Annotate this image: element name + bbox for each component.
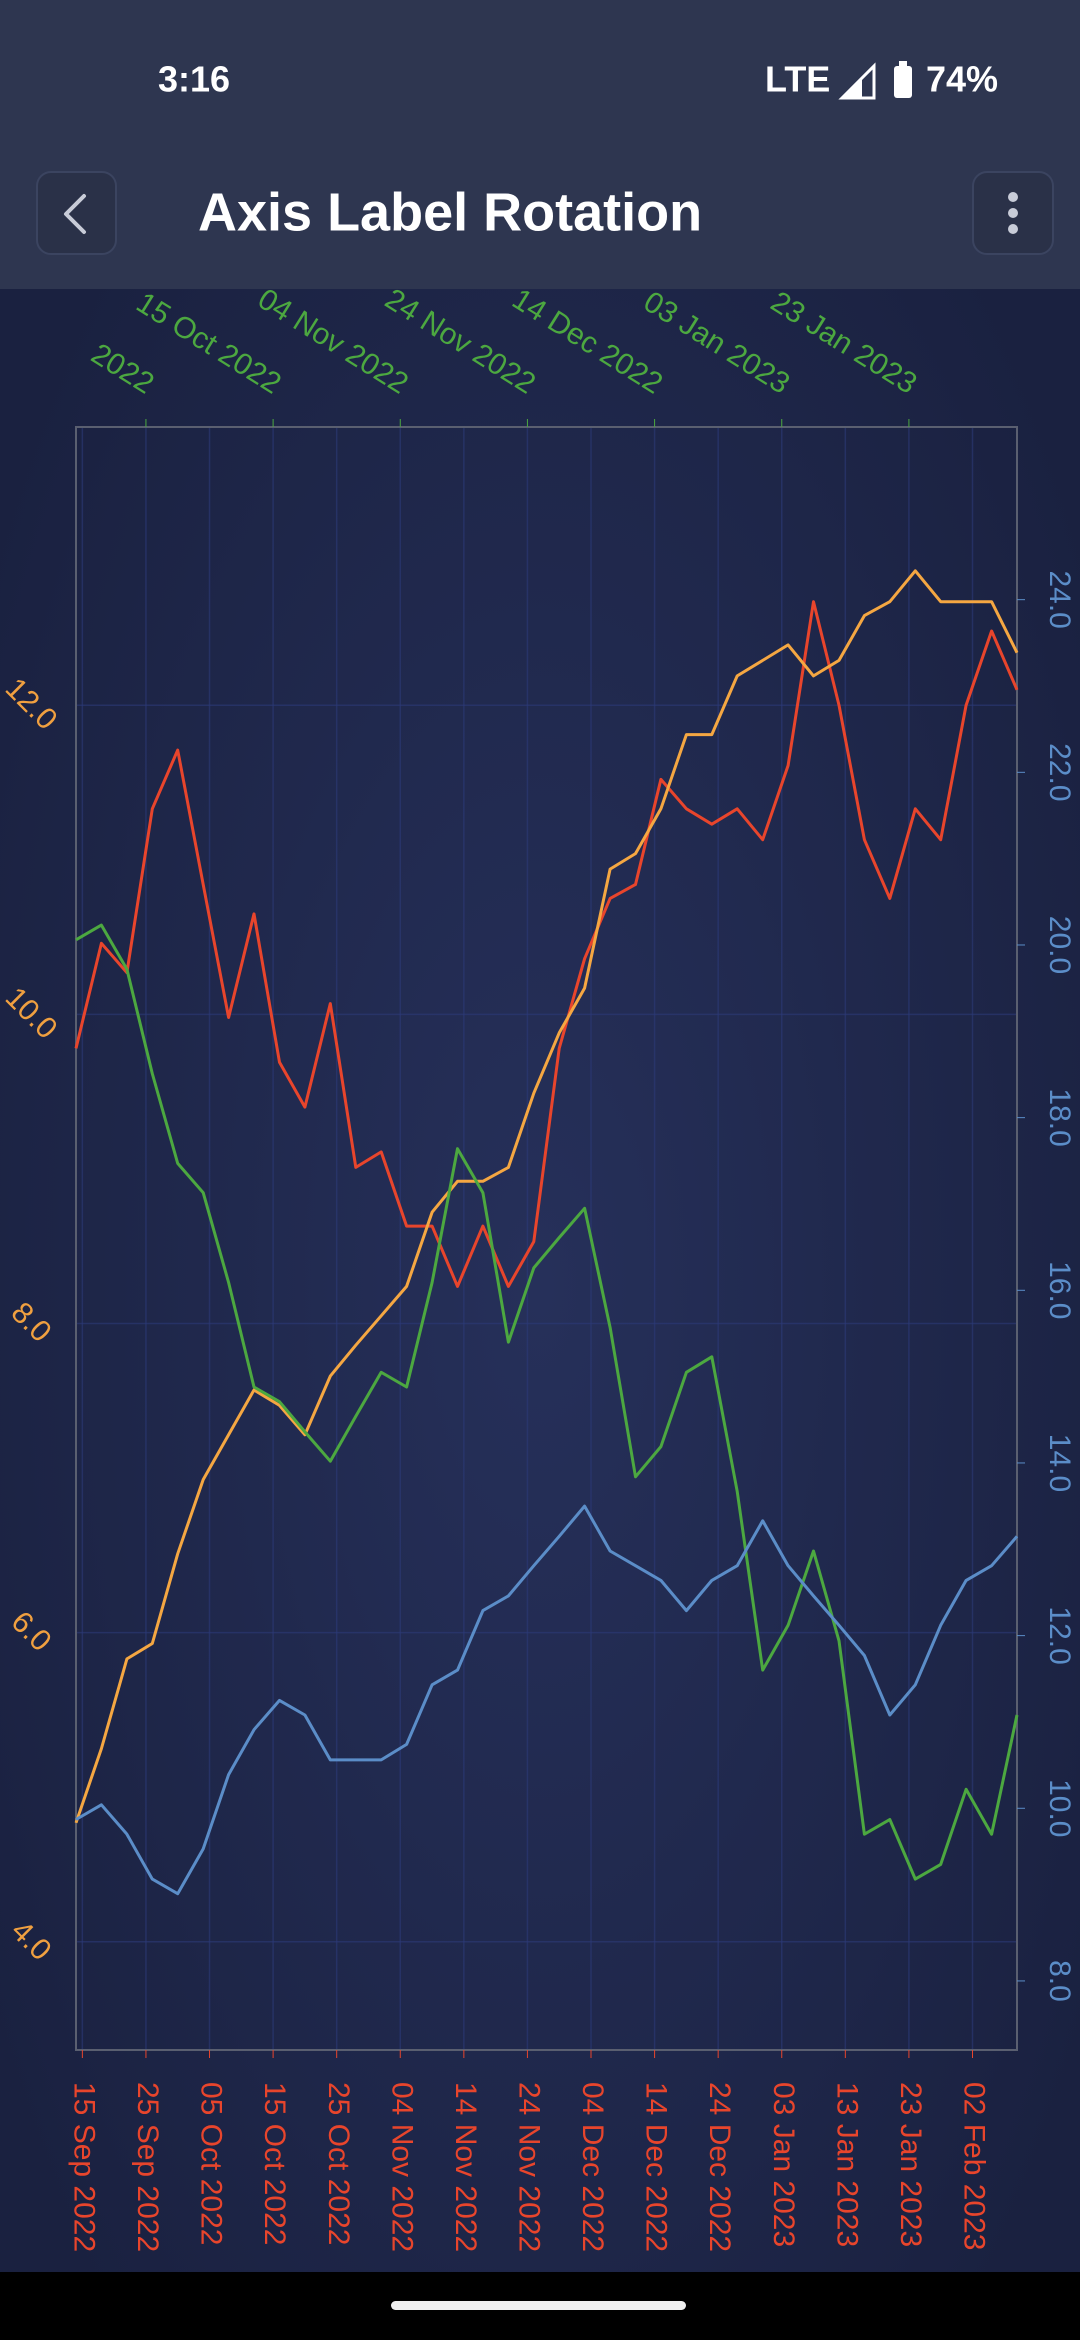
x-tick-label: 04 Dec 2022	[576, 2082, 609, 2252]
y2-tick-label: 10.0	[1043, 1779, 1076, 1837]
menu-dot	[1008, 192, 1018, 202]
y2-tick-label: 16.0	[1043, 1261, 1076, 1319]
battery-cap	[899, 61, 907, 67]
y2-tick-label: 20.0	[1043, 916, 1076, 974]
screen-title: Axis Label Rotation	[198, 182, 702, 242]
plot-border	[75, 426, 1018, 2051]
x-tick-label: 14 Nov 2022	[449, 2082, 482, 2252]
menu-dot	[1008, 208, 1018, 218]
data-line	[75, 923, 1019, 1881]
x-tick-label: 25 Sep 2022	[131, 2082, 164, 2252]
app-bar	[0, 0, 1080, 289]
x-tick-label: 23 Jan 2023	[894, 2082, 927, 2247]
battery-icon	[894, 66, 912, 98]
data-line	[74, 600, 1019, 1288]
status-battery: 74%	[926, 59, 998, 100]
x-tick-label: 04 Nov 2022	[385, 2082, 418, 2252]
y2-tick-label: 14.0	[1043, 1434, 1076, 1492]
y2-tick-label: 22.0	[1043, 743, 1076, 801]
x-tick-label: 25 Oct 2022	[322, 2082, 355, 2245]
back-button[interactable]	[36, 171, 117, 255]
data-line	[75, 1504, 1019, 1896]
y2-tick-label: 12.0	[1043, 1606, 1076, 1664]
signal-fill	[842, 78, 862, 98]
y2-tick-label: 24.0	[1043, 570, 1076, 628]
x-tick-label: 05 Oct 2022	[195, 2082, 228, 2245]
x-tick-label: 15 Sep 2022	[67, 2082, 100, 2252]
x-tick-label: 14 Dec 2022	[640, 2082, 673, 2252]
y2-tick-label: 8.0	[1043, 1960, 1076, 2002]
y2-tick-label: 18.0	[1043, 1088, 1076, 1146]
back-icon	[64, 194, 86, 234]
x-tick-label: 15 Oct 2022	[258, 2082, 291, 2245]
x-tick-label: 24 Dec 2022	[703, 2082, 736, 2252]
data-line	[74, 569, 1019, 1824]
status-time: 3:16	[158, 59, 230, 100]
x-tick-label: 13 Jan 2023	[830, 2082, 863, 2247]
home-indicator[interactable]	[391, 2301, 686, 2310]
x-tick-label: 03 Jan 2023	[767, 2082, 800, 2247]
status-network: LTE	[765, 59, 830, 100]
menu-dot	[1008, 224, 1018, 234]
x-tick-label: 24 Nov 2022	[513, 2082, 546, 2252]
x-tick-label: 02 Feb 2023	[958, 2082, 991, 2250]
